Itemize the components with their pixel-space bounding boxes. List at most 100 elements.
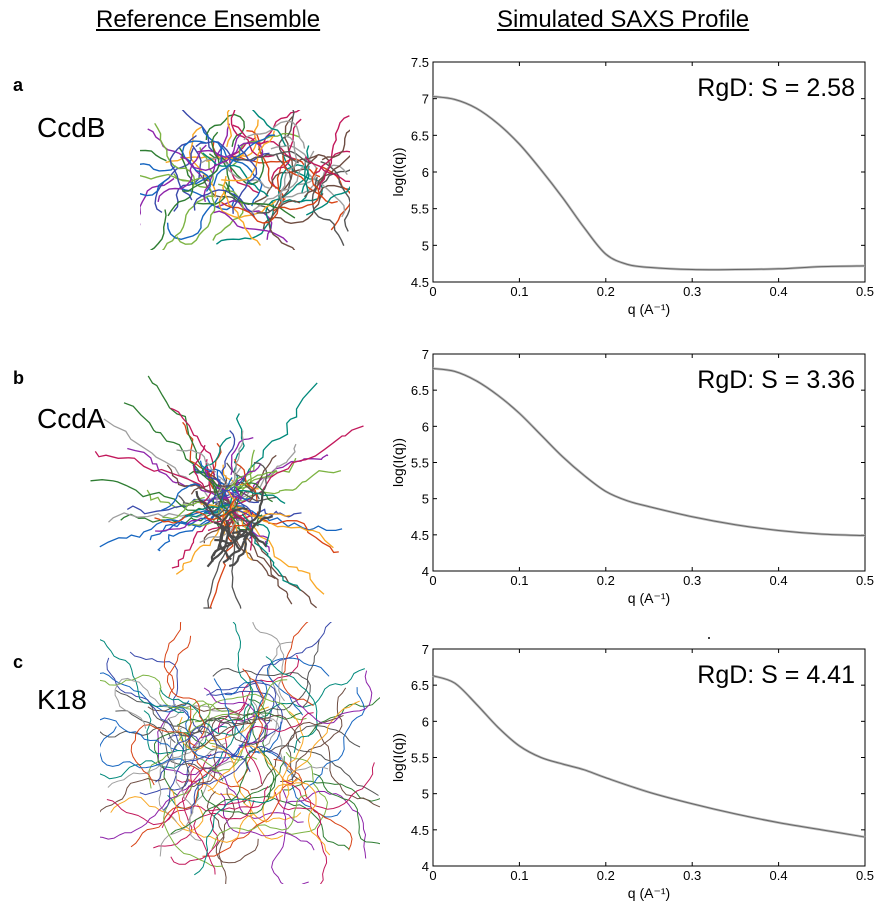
series-line xyxy=(432,95,866,271)
ccda-tail xyxy=(203,504,234,609)
ccdb-strand xyxy=(232,150,312,165)
k18-strand xyxy=(307,696,380,737)
k18-ensemble-image xyxy=(100,622,380,884)
k18-strand xyxy=(100,717,178,751)
x-tick-label: 0.2 xyxy=(597,573,615,588)
ccda-core-strand xyxy=(235,463,262,500)
ccda-tail xyxy=(229,504,339,554)
y-tick-label: 4 xyxy=(422,859,429,874)
y-tick-label: 5.5 xyxy=(411,202,429,217)
x-tick-label: 0.1 xyxy=(510,284,528,299)
ccda-core-strand xyxy=(212,482,240,526)
panel-a-protein-name: CcdB xyxy=(37,112,106,143)
x-tick-label: 0.2 xyxy=(597,868,615,883)
k18-strand xyxy=(167,787,254,843)
ccdb-strand xyxy=(222,175,261,246)
k18-strand xyxy=(147,703,273,722)
y-tick-label: 4 xyxy=(422,564,429,579)
ccdb-strand xyxy=(318,169,350,190)
k18-strand xyxy=(273,758,353,851)
ccda-core-strand xyxy=(161,483,201,511)
k18-strand xyxy=(283,780,380,802)
k18-strand xyxy=(100,674,194,710)
k18-strand xyxy=(225,679,268,758)
ccdb-strand xyxy=(149,209,167,250)
saxs-profile-header: Simulated SAXS Profile xyxy=(497,6,750,33)
x-tick-label: 0.5 xyxy=(856,868,874,883)
x-axis-label: q (A⁻¹) xyxy=(628,885,670,901)
x-tick-label: 0.3 xyxy=(683,284,701,299)
ccdb-strand xyxy=(246,130,282,200)
ccdb-strand xyxy=(278,110,299,164)
ccda-core-strand xyxy=(193,444,206,489)
ccdb-strand xyxy=(140,173,203,183)
ccda-tail xyxy=(108,504,231,523)
y-tick-label: 7 xyxy=(422,347,429,362)
x-tick-label: 0.3 xyxy=(683,868,701,883)
ccdb-strand xyxy=(200,157,271,190)
k18-strand xyxy=(242,699,275,801)
x-tick-label: 0.5 xyxy=(856,573,874,588)
ccda-core-strand xyxy=(199,459,212,504)
ccda-core-strand xyxy=(200,436,232,474)
x-tick-label: 0.2 xyxy=(597,284,615,299)
x-tick-label: 0.4 xyxy=(770,573,788,588)
x-tick-label: 0.1 xyxy=(510,868,528,883)
k18-strand xyxy=(190,745,282,814)
rgd-score-annotation: RgD: S = 2.58 xyxy=(697,74,855,102)
ccdb-strand xyxy=(180,133,242,171)
ccda-tail xyxy=(229,504,276,580)
k18-strand xyxy=(100,730,185,780)
k18-strand xyxy=(181,719,257,791)
ccdb-strand xyxy=(202,152,269,197)
k18-strand xyxy=(313,773,380,845)
ccda-ensemble-image xyxy=(90,375,364,609)
ccdb-strand xyxy=(271,118,302,190)
k18-strand xyxy=(107,742,227,788)
k18-strand xyxy=(287,725,361,784)
k18-strand xyxy=(211,794,308,850)
k18-strand xyxy=(304,687,366,791)
x-tick-label: 0.4 xyxy=(770,868,788,883)
ccda-core-strand xyxy=(230,436,254,476)
ccda-core-strand xyxy=(234,458,258,501)
x-tick-label: 0 xyxy=(429,868,436,883)
y-tick-label: 5 xyxy=(422,492,429,507)
ccda-core-strand xyxy=(218,481,254,503)
ccda-core-strand xyxy=(205,477,245,508)
ccdb-strand xyxy=(273,167,320,212)
y-axis-label: log(I(q)) xyxy=(390,438,406,487)
ccda-core-strand xyxy=(221,430,236,476)
k18-strand xyxy=(187,715,257,787)
y-tick-label: 5.5 xyxy=(411,456,429,471)
ccda-tail xyxy=(178,495,234,511)
ccdb-strand xyxy=(230,110,275,158)
y-tick-label: 4.5 xyxy=(411,823,429,838)
k18-strand xyxy=(264,745,379,796)
k18-strand xyxy=(232,622,260,719)
k18-strand xyxy=(159,704,244,760)
ccda-core-strand xyxy=(233,482,273,503)
ccdb-strand xyxy=(232,124,303,163)
ccdb-strand xyxy=(318,115,350,190)
k18-strand xyxy=(100,726,186,769)
panel-a-letter: a xyxy=(13,75,24,95)
ccda-dark-core xyxy=(246,491,265,527)
y-tick-label: 5 xyxy=(422,238,429,253)
ccda-core-strand xyxy=(242,510,290,518)
k18-strand xyxy=(285,700,360,800)
ccda-core-strand xyxy=(227,490,240,538)
ccdb-strand xyxy=(219,145,263,207)
ccda-tail xyxy=(229,504,242,609)
k18-strand xyxy=(285,751,328,835)
x-tick-label: 0.5 xyxy=(856,284,874,299)
y-tick-label: 5 xyxy=(422,787,429,802)
ccdb-strand xyxy=(232,144,258,214)
ccda-dark-core xyxy=(214,527,249,545)
k18-strand xyxy=(270,782,331,856)
k18-strand xyxy=(246,697,329,772)
x-axis-label: q (A⁻¹) xyxy=(628,590,670,606)
y-tick-label: 4.5 xyxy=(411,275,429,290)
